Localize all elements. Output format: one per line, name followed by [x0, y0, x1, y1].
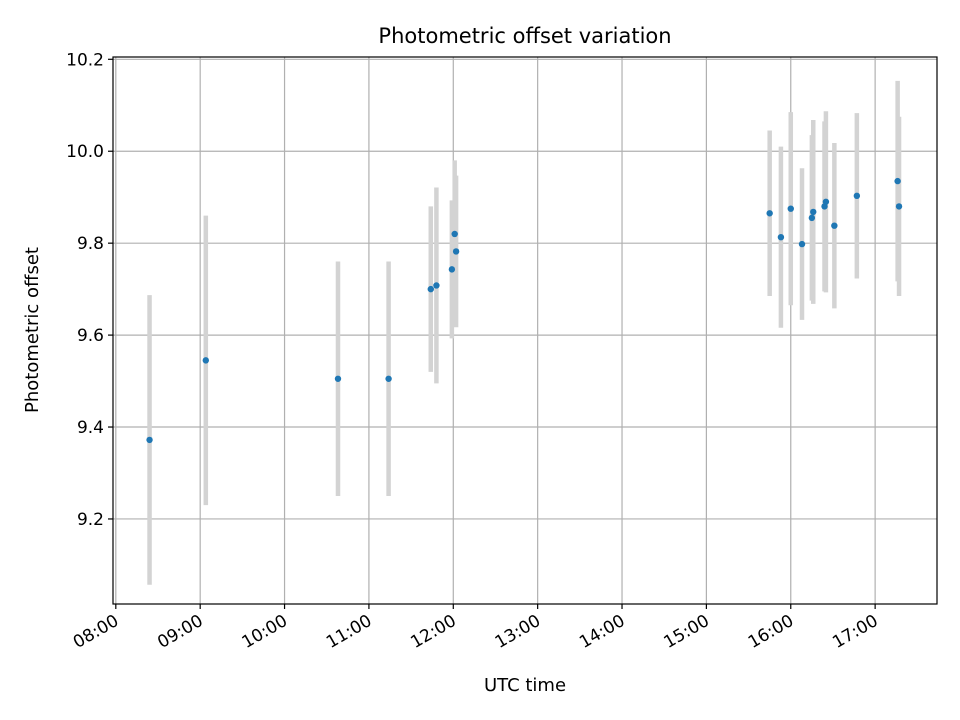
data-point — [448, 266, 456, 273]
data-point — [894, 177, 901, 185]
data-point — [853, 192, 861, 200]
data-point — [451, 230, 458, 238]
data-point — [202, 357, 210, 364]
y-tick-label: 9.6 — [77, 326, 104, 346]
x-axis-title: UTC time — [484, 675, 566, 696]
data-point — [452, 248, 460, 255]
data-point — [427, 285, 434, 293]
data-point — [385, 375, 392, 382]
y-tick-label: 9.8 — [77, 234, 104, 254]
data-point — [777, 233, 785, 241]
data-points — [146, 177, 903, 444]
axis-ticks — [108, 58, 876, 609]
data-point — [831, 222, 838, 229]
data-point — [808, 214, 816, 222]
data-point — [798, 240, 806, 248]
data-point — [787, 205, 794, 212]
y-tick-label: 9.2 — [77, 510, 104, 530]
y-axis-title: Photometric offset — [22, 247, 43, 413]
y-tick-label: 10.0 — [66, 142, 104, 162]
data-point — [146, 436, 153, 444]
data-point — [334, 375, 342, 382]
y-tick-label: 9.4 — [77, 418, 104, 438]
data-point — [766, 210, 773, 217]
data-point — [895, 203, 903, 210]
plot-frame — [112, 56, 938, 605]
y-tick-labels: 9.2 9.4 9.6 9.8 10.0 10.2 — [66, 50, 104, 530]
data-point — [810, 208, 817, 216]
chart-title: Photometric offset variation — [378, 24, 671, 48]
data-point — [433, 282, 440, 289]
data-point — [822, 198, 830, 205]
y-tick-label: 10.2 — [66, 50, 104, 70]
